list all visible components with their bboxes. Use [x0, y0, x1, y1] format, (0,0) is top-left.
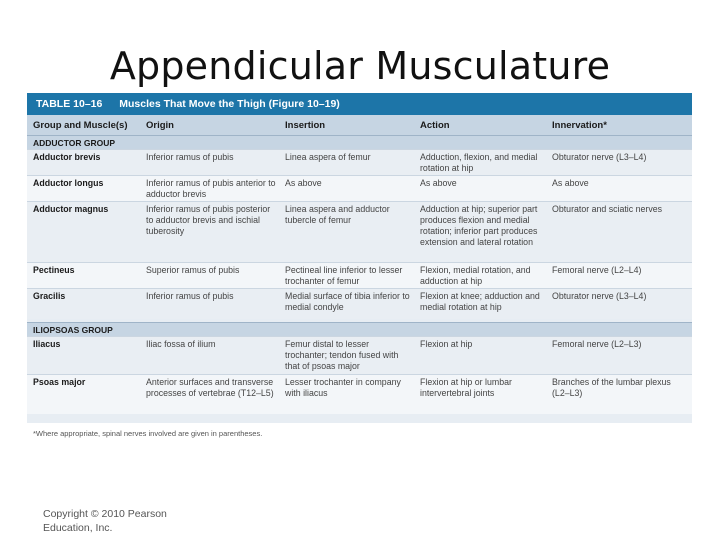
- cell-muscle: Adductor longus: [33, 178, 104, 188]
- table-title: Muscles That Move the Thigh (Figure 10–1…: [119, 98, 340, 110]
- cell-muscle: Gracilis: [33, 291, 66, 301]
- cell-insertion: Femur distal to lesser trochanter; tendo…: [285, 339, 399, 371]
- column-header-action: Action: [420, 120, 450, 131]
- cell-origin: Inferior ramus of pubis anterior to addu…: [146, 178, 276, 199]
- column-headers: Group and Muscle(s) Origin Insertion Act…: [27, 115, 692, 135]
- cell-origin: Inferior ramus of pubis posterior to add…: [146, 204, 271, 236]
- cell-action: Adduction, flexion, and medial rotation …: [420, 152, 538, 173]
- group-row-adductor: ADDUCTOR GROUP: [27, 135, 692, 149]
- column-header-insertion: Insertion: [285, 120, 326, 131]
- cell-origin: Superior ramus of pubis: [146, 265, 240, 275]
- cell-innervation: Obturator nerve (L3–L4): [552, 152, 647, 162]
- column-header-innervation: Innervation*: [552, 120, 607, 131]
- cell-innervation: Obturator nerve (L3–L4): [552, 291, 647, 301]
- cell-origin: Inferior ramus of pubis: [146, 291, 234, 301]
- cell-insertion: Pectineal line inferior to lesser trocha…: [285, 265, 403, 286]
- cell-insertion: Linea aspera and adductor tubercle of fe…: [285, 204, 390, 225]
- table-row: Adductor brevis Inferior ramus of pubis …: [27, 149, 692, 175]
- cell-muscle: Iliacus: [33, 339, 61, 349]
- cell-muscle: Psoas major: [33, 377, 86, 387]
- table-row: Gracilis Inferior ramus of pubis Medial …: [27, 288, 692, 319]
- cell-insertion: Lesser trochanter in company with iliacu…: [285, 377, 401, 398]
- cell-insertion: Linea aspera of femur: [285, 152, 371, 162]
- table-row: Adductor longus Inferior ramus of pubis …: [27, 175, 692, 201]
- cell-innervation: Obturator and sciatic nerves: [552, 204, 663, 214]
- cell-action: Flexion, medial rotation, and adduction …: [420, 265, 531, 286]
- column-header-origin: Origin: [146, 120, 174, 131]
- cell-action: Flexion at knee; adduction and medial ro…: [420, 291, 540, 312]
- column-header-muscle: Group and Muscle(s): [33, 120, 128, 131]
- cell-origin: Anterior surfaces and transverse process…: [146, 377, 274, 398]
- cell-origin: Iliac fossa of ilium: [146, 339, 216, 349]
- muscle-table: TABLE 10–16 Muscles That Move the Thigh …: [27, 93, 692, 423]
- table-row: Pectineus Superior ramus of pubis Pectin…: [27, 262, 692, 288]
- table-footnote: *Where appropriate, spinal nerves involv…: [33, 429, 263, 438]
- cell-action: Flexion at hip: [420, 339, 473, 349]
- cell-action: As above: [420, 178, 457, 188]
- copyright-notice: Copyright © 2010 Pearson Education, Inc.: [43, 508, 167, 534]
- cell-action: Flexion at hip or lumbar intervertebral …: [420, 377, 512, 398]
- table-row: Adductor magnus Inferior ramus of pubis …: [27, 201, 692, 262]
- cell-innervation: As above: [552, 178, 589, 188]
- cell-origin: Inferior ramus of pubis: [146, 152, 234, 162]
- table-number: TABLE 10–16: [36, 98, 103, 110]
- slide-title: Appendicular Musculature: [109, 44, 611, 88]
- cell-innervation: Branches of the lumbar plexus (L2–L3): [552, 377, 671, 398]
- cell-insertion: Medial surface of tibia inferior to medi…: [285, 291, 410, 312]
- cell-innervation: Femoral nerve (L2–L3): [552, 339, 642, 349]
- group-row-iliopsoas: ILIOPSOAS GROUP: [27, 322, 692, 336]
- table-row: Iliacus Iliac fossa of ilium Femur dista…: [27, 336, 692, 374]
- table-header: TABLE 10–16 Muscles That Move the Thigh …: [27, 93, 692, 115]
- cell-muscle: Adductor magnus: [33, 204, 109, 214]
- cell-innervation: Femoral nerve (L2–L4): [552, 265, 642, 275]
- cell-insertion: As above: [285, 178, 322, 188]
- cell-muscle: Pectineus: [33, 265, 75, 275]
- cell-muscle: Adductor brevis: [33, 152, 101, 162]
- cell-action: Adduction at hip; superior part produces…: [420, 204, 538, 247]
- table-row: Psoas major Anterior surfaces and transv…: [27, 374, 692, 414]
